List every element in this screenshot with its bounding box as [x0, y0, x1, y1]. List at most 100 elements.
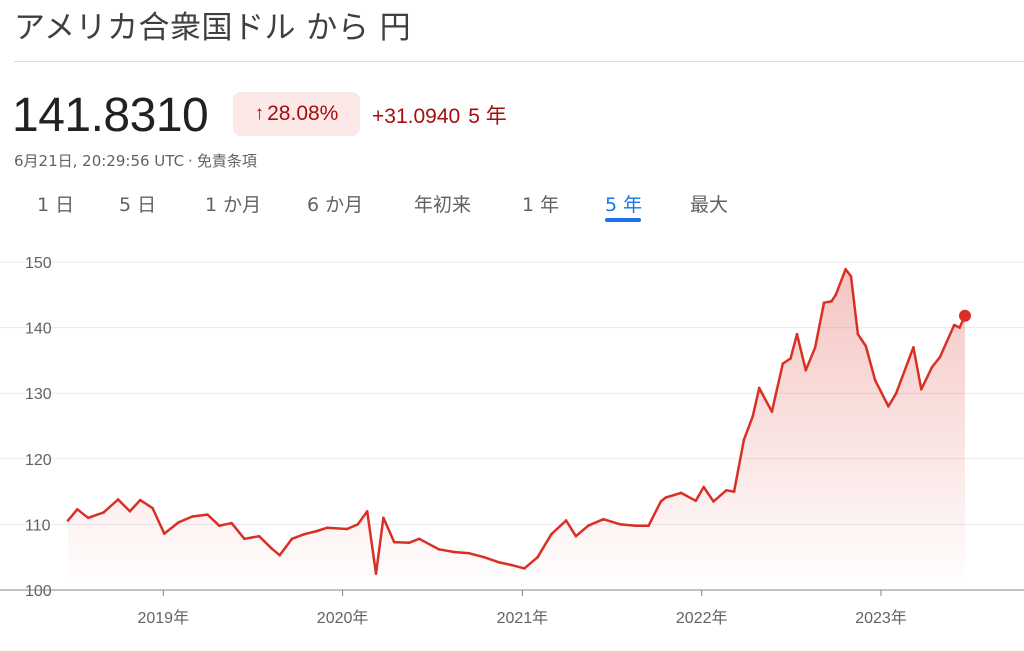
- data-point: [919, 387, 923, 391]
- data-point: [659, 500, 663, 503]
- data-point: [694, 499, 698, 503]
- data-point: [290, 537, 294, 541]
- series-line: [67, 267, 967, 575]
- header-divider: [14, 61, 1024, 62]
- change-period: 5 年: [468, 105, 507, 128]
- tab-5-year[interactable]: 5 年: [605, 194, 643, 216]
- x-tick-label: 2023年: [855, 609, 907, 627]
- current-value-dot: [959, 309, 971, 322]
- data-point: [724, 488, 728, 492]
- data-point: [647, 524, 650, 528]
- data-point: [392, 540, 396, 544]
- data-point: [952, 323, 956, 327]
- data-point: [257, 534, 261, 538]
- tab-ytd[interactable]: 年初来: [414, 194, 472, 216]
- x-axis: 2019年 2020年 2021年 2022年 2023年: [137, 590, 907, 627]
- data-point: [574, 534, 578, 538]
- timestamp: 6月21日, 20:29:56 UTC: [14, 152, 185, 170]
- data-point: [894, 391, 898, 395]
- tab-1-day[interactable]: 1 日: [37, 194, 75, 216]
- page-title: アメリカ合衆国ドル から 円: [14, 10, 412, 46]
- data-point: [230, 521, 233, 525]
- data-point: [270, 547, 274, 550]
- percent-change-badge: ↑ 28.08%: [233, 92, 360, 136]
- tab-max[interactable]: 最大: [690, 194, 729, 216]
- data-point: [86, 516, 90, 520]
- data-point: [482, 555, 486, 559]
- x-tick-label: 2020年: [317, 609, 369, 627]
- tab-1-month[interactable]: 1 か月: [205, 194, 262, 216]
- data-point: [564, 519, 568, 522]
- data-point: [510, 563, 513, 567]
- data-point: [770, 410, 774, 413]
- timestamp-line: 6月21日, 20:29:56 UTC · 免責条項: [14, 150, 257, 171]
- y-tick-label: 120: [25, 452, 52, 469]
- data-point: [536, 555, 539, 559]
- y-tick-label: 100: [25, 583, 52, 600]
- data-point: [523, 567, 526, 570]
- data-point: [315, 529, 319, 533]
- data-point: [407, 541, 411, 545]
- y-axis-ticks: 100 110 120 130 140 150: [25, 255, 52, 600]
- y-tick-label: 150: [25, 255, 52, 272]
- data-point: [76, 508, 79, 511]
- data-point: [887, 405, 890, 408]
- data-point: [162, 532, 166, 535]
- data-point: [206, 513, 209, 516]
- data-point: [326, 526, 329, 529]
- data-point: [116, 498, 120, 501]
- data-point: [938, 355, 942, 359]
- data-point: [930, 365, 934, 369]
- data-point: [912, 345, 915, 349]
- data-point: [278, 553, 282, 557]
- data-point: [365, 509, 369, 513]
- time-range-tabs: 1 日 5 日 1 か月 6 か月 年初来 1 年 5 年 最大: [0, 184, 760, 224]
- data-point: [795, 332, 799, 336]
- data-point: [813, 345, 817, 349]
- y-tick-label: 140: [25, 321, 52, 338]
- data-point: [757, 386, 761, 390]
- tab-5-day[interactable]: 5 日: [119, 194, 157, 216]
- tab-1-year[interactable]: 1 年: [522, 194, 560, 216]
- disclaimer-link[interactable]: 免責条項: [196, 152, 257, 170]
- data-point: [742, 438, 746, 442]
- data-point: [781, 362, 785, 365]
- data-point: [702, 485, 705, 489]
- data-point: [856, 332, 860, 336]
- data-point: [468, 551, 471, 555]
- absolute-change-value: +31.0940: [372, 105, 461, 128]
- data-point: [437, 548, 441, 551]
- tab-6-month[interactable]: 6 か月: [307, 194, 364, 216]
- data-point: [302, 532, 306, 536]
- data-point: [128, 509, 132, 513]
- data-point: [550, 532, 553, 536]
- data-point: [830, 300, 833, 303]
- data-point: [151, 506, 154, 510]
- data-point: [958, 326, 961, 329]
- data-point: [586, 524, 590, 528]
- x-tick-label: 2022年: [676, 609, 728, 627]
- data-point: [452, 550, 456, 554]
- data-point: [712, 500, 715, 503]
- x-tick-label: 2019年: [137, 609, 189, 627]
- active-tab-indicator: [605, 218, 641, 222]
- data-point: [751, 414, 755, 418]
- data-point: [138, 498, 142, 502]
- data-point: [218, 524, 221, 528]
- absolute-change: +31.0940 5 年: [372, 100, 507, 130]
- data-point: [602, 517, 605, 521]
- data-point: [664, 496, 668, 499]
- y-tick-label: 110: [25, 517, 51, 534]
- separator: ·: [188, 152, 193, 170]
- series-points: [66, 267, 967, 575]
- data-point: [873, 378, 877, 382]
- data-point: [382, 516, 385, 520]
- data-point: [356, 523, 360, 526]
- data-point: [864, 344, 868, 348]
- data-point: [732, 490, 736, 493]
- data-point: [374, 572, 378, 575]
- data-point: [619, 523, 622, 526]
- data-point: [634, 524, 638, 528]
- current-price: 141.8310: [12, 89, 209, 142]
